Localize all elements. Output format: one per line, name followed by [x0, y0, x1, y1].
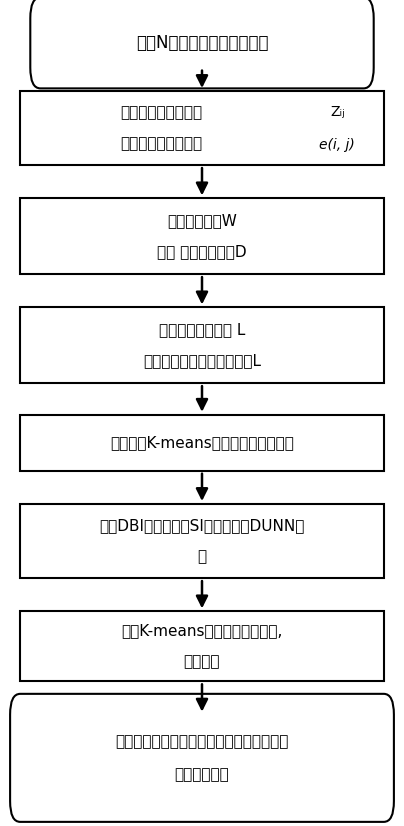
Bar	[20, 611, 384, 681]
Text: 计算节点间阻抗距离: 计算节点间阻抗距离	[120, 105, 203, 120]
Bar	[20, 307, 384, 383]
FancyBboxPatch shape	[10, 694, 394, 822]
Text: 输出亚群落划分结果和每个亚群落关键节点: 输出亚群落划分结果和每个亚群落关键节点	[115, 733, 289, 749]
Text: 计算拉普拉斯矩阵 L: 计算拉普拉斯矩阵 L	[159, 322, 245, 337]
Text: e(i, j): e(i, j)	[320, 138, 355, 151]
Text: 计算改进的电气距离: 计算改进的电气距离	[120, 136, 203, 151]
Text: 构造 对角线度矩阵D: 构造 对角线度矩阵D	[157, 244, 247, 259]
Text: Zᵢⱼ: Zᵢⱼ	[330, 105, 345, 118]
Text: 构造K-means算法的适应度函数,: 构造K-means算法的适应度函数,	[121, 623, 283, 638]
Text: 输入N个节点的电力系统参数: 输入N个节点的电力系统参数	[136, 34, 268, 52]
Bar	[20, 198, 384, 274]
Bar	[20, 91, 384, 165]
Bar	[20, 415, 384, 471]
Text: 并最小化: 并最小化	[184, 654, 220, 670]
Text: 随机产生K-means算法初始种群及质心: 随机产生K-means算法初始种群及质心	[110, 435, 294, 450]
Text: 特征值分解获得降维后矩阵L: 特征值分解获得降维后矩阵L	[143, 354, 261, 368]
Text: 构造权重矩阵W: 构造权重矩阵W	[167, 213, 237, 228]
Text: 标: 标	[198, 549, 206, 564]
Bar	[20, 504, 384, 578]
Text: （聚类质心）: （聚类质心）	[175, 767, 229, 782]
FancyBboxPatch shape	[30, 0, 374, 88]
Text: 计算DBI指标、计算SI指标、计算DUNN指: 计算DBI指标、计算SI指标、计算DUNN指	[99, 518, 305, 533]
